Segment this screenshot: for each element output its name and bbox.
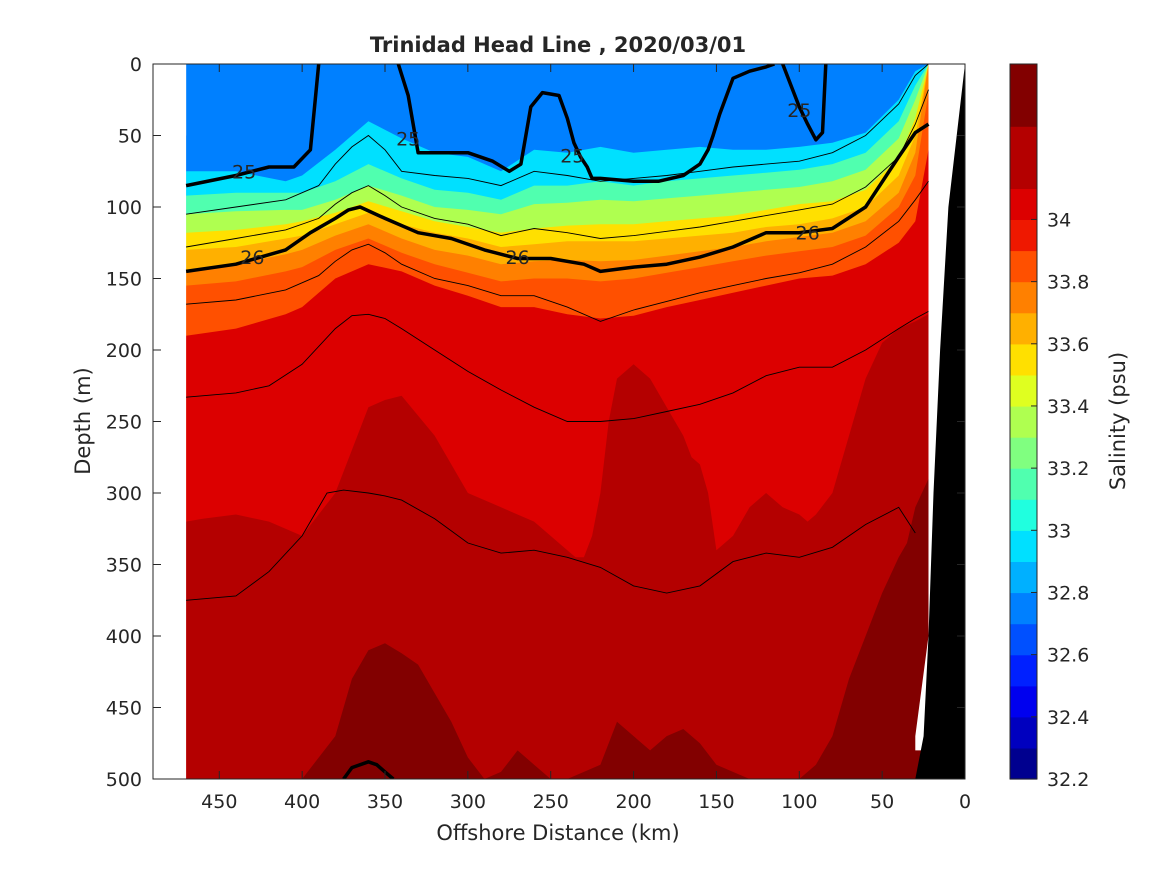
- colorbar-tick-label: 34: [1047, 209, 1071, 231]
- x-tick-label: 450: [201, 791, 237, 813]
- colorbar-tick-label: 32.2: [1047, 769, 1089, 791]
- isopycnal-label: 25: [396, 128, 420, 150]
- y-tick-label: 350: [106, 555, 142, 577]
- isopycnal-line: [186, 64, 929, 215]
- colorbar-segment: [1010, 747, 1037, 780]
- x-tick-label: 200: [615, 791, 651, 813]
- x-axis-ticks: 450 400 350 300 250 200 150 100 50 0: [201, 64, 971, 813]
- colorbar-segment: [1010, 499, 1037, 531]
- no-data-gap: [915, 64, 937, 751]
- colorbar-segment: [1010, 685, 1037, 718]
- x-tick-label: 50: [870, 791, 894, 813]
- colorbar-segment: [1010, 406, 1037, 438]
- isopycnal-contours: [186, 64, 929, 601]
- plot-area: 25 25 25 25 26 26 26: [153, 64, 965, 779]
- isopycnal-bold-26: [185, 122, 930, 274]
- colorbar-segment: [1010, 374, 1037, 407]
- no-data-gap: [153, 64, 187, 779]
- colorbar-tick-label: 32.8: [1047, 582, 1089, 604]
- isopycnal-label: 25: [232, 161, 256, 183]
- x-tick-label: 350: [367, 791, 403, 813]
- colorbar-segment: [1010, 623, 1037, 656]
- y-tick-label: 450: [106, 698, 142, 720]
- salinity-fills: [186, 64, 929, 779]
- colorbar: [1010, 64, 1037, 780]
- isopycnal-label: 26: [506, 247, 530, 269]
- x-tick-label: 100: [781, 791, 817, 813]
- chart-title: Trinidad Head Line , 2020/03/01: [370, 33, 746, 57]
- x-tick-label: 300: [450, 791, 486, 813]
- colorbar-segment: [1010, 561, 1037, 594]
- labeled-isopycnals: [185, 64, 930, 779]
- colorbar-segment: [1010, 343, 1037, 376]
- colorbar-tick-label: 32.4: [1047, 707, 1089, 729]
- y-tick-label: 250: [106, 412, 142, 434]
- x-tick-label: 250: [533, 791, 569, 813]
- isopycnal-bold-25: [781, 64, 828, 142]
- y-tick-label: 150: [106, 269, 142, 291]
- y-tick-label: 200: [106, 340, 142, 362]
- isopycnal-label: 26: [796, 223, 820, 245]
- x-tick-label: 0: [959, 791, 971, 813]
- colorbar-frame: [1009, 63, 1038, 780]
- colorbar-tick-label: 33: [1047, 520, 1071, 542]
- y-tick-label: 50: [118, 126, 142, 148]
- salinity-layer-34.3: [186, 478, 929, 779]
- isopycnal-label: 26: [240, 247, 264, 269]
- x-axis-label: Offshore Distance (km): [436, 821, 679, 845]
- colorbar-tick-label: 33.6: [1047, 334, 1089, 356]
- seafloor-topography: [915, 64, 965, 779]
- isopycnal-line: [186, 489, 916, 601]
- colorbar-segment: [1010, 654, 1037, 687]
- colorbar-segment: [1010, 250, 1037, 283]
- colorbar-segment: [1010, 437, 1037, 469]
- y-tick-label: 300: [106, 483, 142, 505]
- colorbar-segment: [1010, 219, 1037, 252]
- y-tick-label: 0: [130, 54, 142, 76]
- y-tick-label: 100: [106, 197, 142, 219]
- isopycnal-bold-25: [185, 64, 321, 188]
- x-tick-label: 150: [698, 791, 734, 813]
- y-axis-label: Depth (m): [71, 367, 95, 474]
- colorbar-label: Salinity (psu): [1106, 352, 1130, 490]
- colorbar-segment: [1010, 716, 1037, 749]
- colorbar-tick-label: 33.2: [1047, 458, 1089, 480]
- colorbar-ticks: 32.2 32.4 32.6 32.8 33 33.2 33.4 33.6 33.8 34: [1031, 209, 1089, 791]
- colorbar-segment: [1010, 592, 1037, 625]
- isopycnal-bold-25: [396, 64, 775, 184]
- isopycnal-label: 25: [787, 100, 811, 122]
- colorbar-tick-label: 33.8: [1047, 272, 1089, 294]
- isopycnal-label: 25: [560, 146, 584, 168]
- colorbar-segment: [1010, 126, 1037, 189]
- isopycnal-labels: 25 25 25 25 26 26 26: [232, 100, 820, 269]
- colorbar-segment: [1010, 188, 1037, 220]
- colorbar-segment: [1010, 530, 1037, 562]
- colorbar-tick-label: 32.6: [1047, 645, 1089, 667]
- isopycnal-line: [186, 89, 929, 248]
- isopycnal-line: [186, 181, 929, 322]
- isopycnal-line: [186, 311, 929, 422]
- colorbar-tick-label: 33.4: [1047, 396, 1089, 418]
- y-tick-label: 500: [106, 769, 142, 791]
- no-data-regions: [153, 64, 937, 779]
- colorbar-segment: [1010, 312, 1037, 345]
- colorbar-segment: [1010, 468, 1037, 500]
- y-axis-ticks: 0 50 100 150 200 250 300 350 400 450 500: [106, 54, 965, 791]
- colorbar-segment: [1010, 64, 1037, 127]
- isopycnal-bold-line: [342, 760, 395, 779]
- colorbar-segment: [1010, 281, 1037, 314]
- y-tick-label: 400: [106, 626, 142, 648]
- x-tick-label: 400: [284, 791, 320, 813]
